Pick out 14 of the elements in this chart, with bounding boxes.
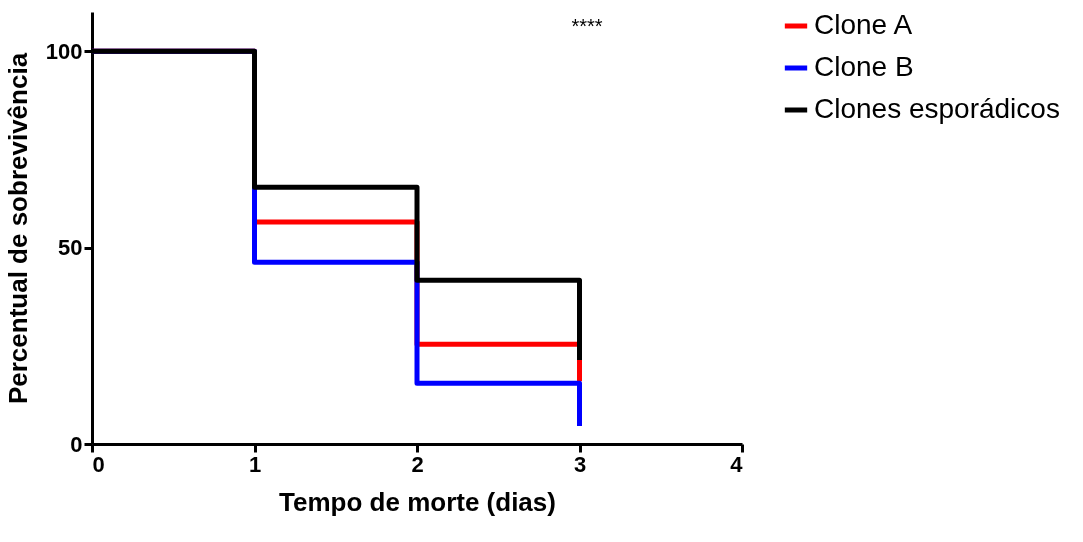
legend-label: Clones esporádicos: [814, 93, 1060, 124]
x-tick-label: 2: [411, 451, 424, 477]
y-tick-label: 100: [45, 38, 83, 64]
legend-label: Clone B: [814, 51, 914, 82]
x-tick-label: 0: [92, 451, 105, 477]
y-axis-title: Percentual de sobrevivência: [2, 52, 33, 405]
x-tick-label: 1: [248, 451, 262, 477]
y-tick-label: 0: [70, 431, 83, 457]
x-tick-label: 4: [730, 451, 744, 477]
x-axis-title: Tempo de morte (dias): [279, 486, 556, 517]
x-tick-label: 3: [573, 451, 587, 477]
legend-label: Clone A: [814, 9, 913, 40]
y-tick-label: 50: [58, 235, 83, 261]
annotation: ****: [571, 15, 603, 37]
